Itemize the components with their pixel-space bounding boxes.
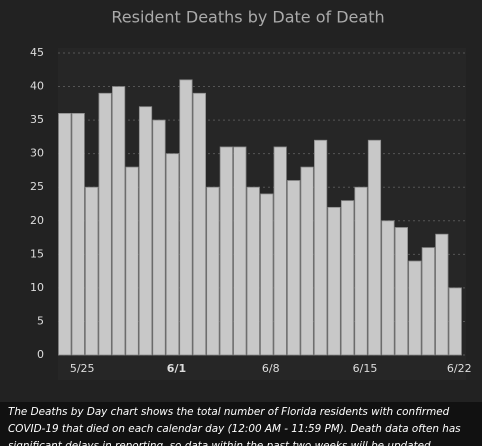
y-tick-label: 0 [37,348,44,361]
bar [354,186,368,356]
y-tick-label: 30 [30,147,44,160]
bar [125,166,139,356]
chart: Resident Deaths by Date of Death 0 5 10 15 2… [30,7,472,375]
bar [138,106,153,356]
bar [287,180,301,356]
bar [192,92,206,356]
y-tick-label: 25 [30,180,44,193]
bar [179,79,193,356]
bar [152,119,166,356]
y-tick-label: 20 [30,214,44,227]
x-tick-label: 6/1 [167,362,186,375]
x-tick-label: 6/8 [262,362,280,375]
bar [260,193,274,356]
y-tick-label: 10 [30,281,44,294]
x-tick-label: 5/25 [70,362,95,375]
bar [394,227,408,356]
chart-title: Resident Deaths by Date of Death [111,8,384,27]
y-tick-label: 40 [30,80,44,93]
bar [340,200,355,356]
x-tick-label: 6/22 [447,362,472,375]
bar [246,186,260,356]
y-tick-label: 35 [30,113,44,126]
footnote: The Deaths by Day chart shows the total … [0,402,482,446]
bar [300,166,314,356]
y-tick-label: 5 [37,314,44,327]
bar [233,146,247,356]
bar [327,206,341,356]
bar [367,139,382,356]
bar [448,287,462,356]
bar [381,220,395,356]
bar [435,233,449,356]
bar [273,146,287,356]
bar [85,186,99,356]
bar [71,113,85,356]
bar [314,139,328,356]
bar [165,153,180,356]
bar [219,146,233,356]
bar [408,260,422,356]
y-tick-label: 45 [30,46,44,59]
x-tick-label: 6/15 [353,362,378,375]
bar [58,113,72,356]
bar [206,186,220,356]
bar [421,247,435,356]
bar [112,86,126,356]
bar [98,92,112,356]
y-tick-label: 15 [30,247,44,260]
